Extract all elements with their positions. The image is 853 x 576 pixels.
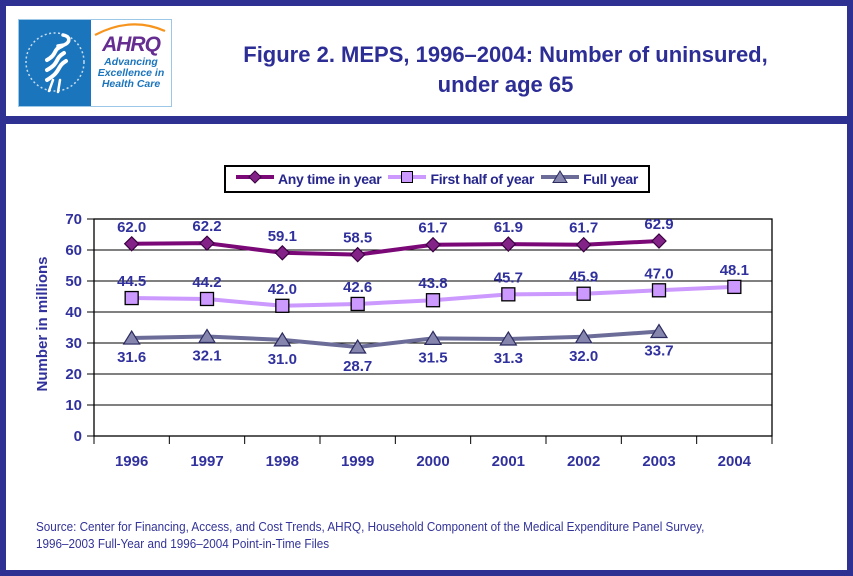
y-tick-labels: 0 10 20 30 40 50 60 70 [65, 211, 82, 445]
legend-diamond-marker-icon [236, 169, 274, 189]
line-chart: 0 10 20 30 40 50 60 70 1996 1997 1998 1999 2000 2001 2… [65, 211, 773, 470]
svg-text:1999: 1999 [341, 453, 374, 470]
data-label: 32.1 [192, 347, 221, 364]
legend-square-marker-icon [388, 170, 427, 189]
svg-text:0: 0 [74, 428, 82, 445]
data-label: 42.6 [343, 279, 372, 296]
plot-border [93, 218, 773, 437]
data-label: 61.7 [418, 220, 447, 237]
data-label: 47.0 [644, 265, 673, 282]
data-label: 48.1 [720, 262, 749, 279]
tagline-line1: Advancing [104, 56, 158, 68]
svg-text:2002: 2002 [567, 453, 600, 470]
tagline-line3: Health Care [101, 78, 161, 90]
svg-text:30: 30 [65, 335, 82, 352]
series-any-time-in-year: 62.0 62.2 59.1 58.5 61.7 61.9 61.7 62.9 [117, 216, 674, 263]
svg-text:2003: 2003 [642, 453, 675, 470]
header-divider [6, 116, 847, 124]
svg-text:1997: 1997 [190, 453, 223, 470]
legend-label: First half of year [430, 171, 534, 187]
legend-item-any-time-in-year: Any time in year [236, 169, 382, 189]
source-line1: Source: Center for Financing, Access, an… [36, 519, 705, 534]
data-label: 31.3 [494, 350, 523, 367]
data-label: 61.7 [569, 220, 598, 237]
data-label: 45.9 [569, 269, 598, 286]
figure-title-line1: Figure 2. MEPS, 1996–2004: Number of uni… [243, 42, 768, 67]
hhs-eagle-icon [25, 32, 85, 94]
data-label: 42.0 [268, 281, 297, 298]
svg-text:50: 50 [65, 273, 82, 290]
data-label: 31.0 [268, 351, 297, 368]
series-full-year: 31.6 32.1 31.0 28.7 31.5 31.3 32.0 33.7 [117, 323, 674, 375]
svg-text:70: 70 [65, 211, 82, 228]
hhs-ahrq-logo: AHRQ Advancing Excellence in Health Care [18, 19, 172, 107]
data-label: 32.0 [569, 348, 598, 365]
svg-text:20: 20 [65, 366, 82, 383]
data-label: 44.5 [117, 273, 146, 290]
svg-text:1998: 1998 [266, 453, 299, 470]
data-label: 59.1 [268, 228, 297, 245]
ahrq-logo: AHRQ Advancing Excellence in Health Care [91, 20, 171, 106]
legend-label: Full year [583, 171, 638, 187]
x-tick-labels: 1996 1997 1998 1999 2000 2001 2002 2003 2004 [115, 453, 752, 470]
data-label: 62.2 [192, 218, 221, 235]
series-first-half-of-year: 44.5 44.2 42.0 42.6 43.8 45.7 45.9 47.0 48.1 [117, 262, 749, 313]
data-label: 33.7 [644, 343, 673, 360]
svg-text:2001: 2001 [492, 453, 525, 470]
hhs-seal [19, 20, 91, 106]
data-label: 43.8 [418, 275, 447, 292]
svg-text:2000: 2000 [416, 453, 449, 470]
svg-text:1996: 1996 [115, 453, 148, 470]
data-label: 28.7 [343, 358, 372, 375]
ahrq-arc-icon [94, 23, 166, 36]
figure-title-line2: under age 65 [437, 72, 574, 97]
chart-legend: Any time in year First half of year Full… [224, 165, 650, 193]
svg-text:2004: 2004 [718, 453, 752, 470]
svg-text:60: 60 [65, 242, 82, 259]
ahrq-tagline: Advancing Excellence in Health Care [91, 57, 171, 90]
svg-text:40: 40 [65, 304, 82, 321]
data-label: 62.9 [644, 216, 673, 233]
legend-item-full-year: Full year [541, 169, 638, 189]
y-axis-title: Number in millions [34, 256, 51, 392]
tagline-line2: Excellence in [97, 67, 165, 79]
ahrq-acronym: AHRQ [102, 33, 161, 56]
source-note: Source: Center for Financing, Access, an… [36, 518, 774, 552]
data-label: 58.5 [343, 230, 372, 247]
legend-label: Any time in year [278, 171, 382, 187]
legend-item-first-half-of-year: First half of year [388, 170, 534, 189]
data-label: 31.6 [117, 349, 146, 366]
axis-ticks [87, 218, 773, 444]
data-label: 44.2 [192, 274, 221, 291]
figure-title: Figure 2. MEPS, 1996–2004: Number of uni… [178, 40, 833, 100]
source-line2: 1996–2003 Full-Year and 1996–2004 Point-… [36, 536, 330, 551]
data-label: 45.7 [494, 269, 523, 286]
data-label: 31.5 [418, 349, 447, 366]
svg-text:10: 10 [65, 397, 82, 414]
legend-triangle-marker-icon [541, 169, 580, 189]
data-label: 61.9 [494, 219, 523, 236]
data-label: 62.0 [117, 219, 146, 236]
